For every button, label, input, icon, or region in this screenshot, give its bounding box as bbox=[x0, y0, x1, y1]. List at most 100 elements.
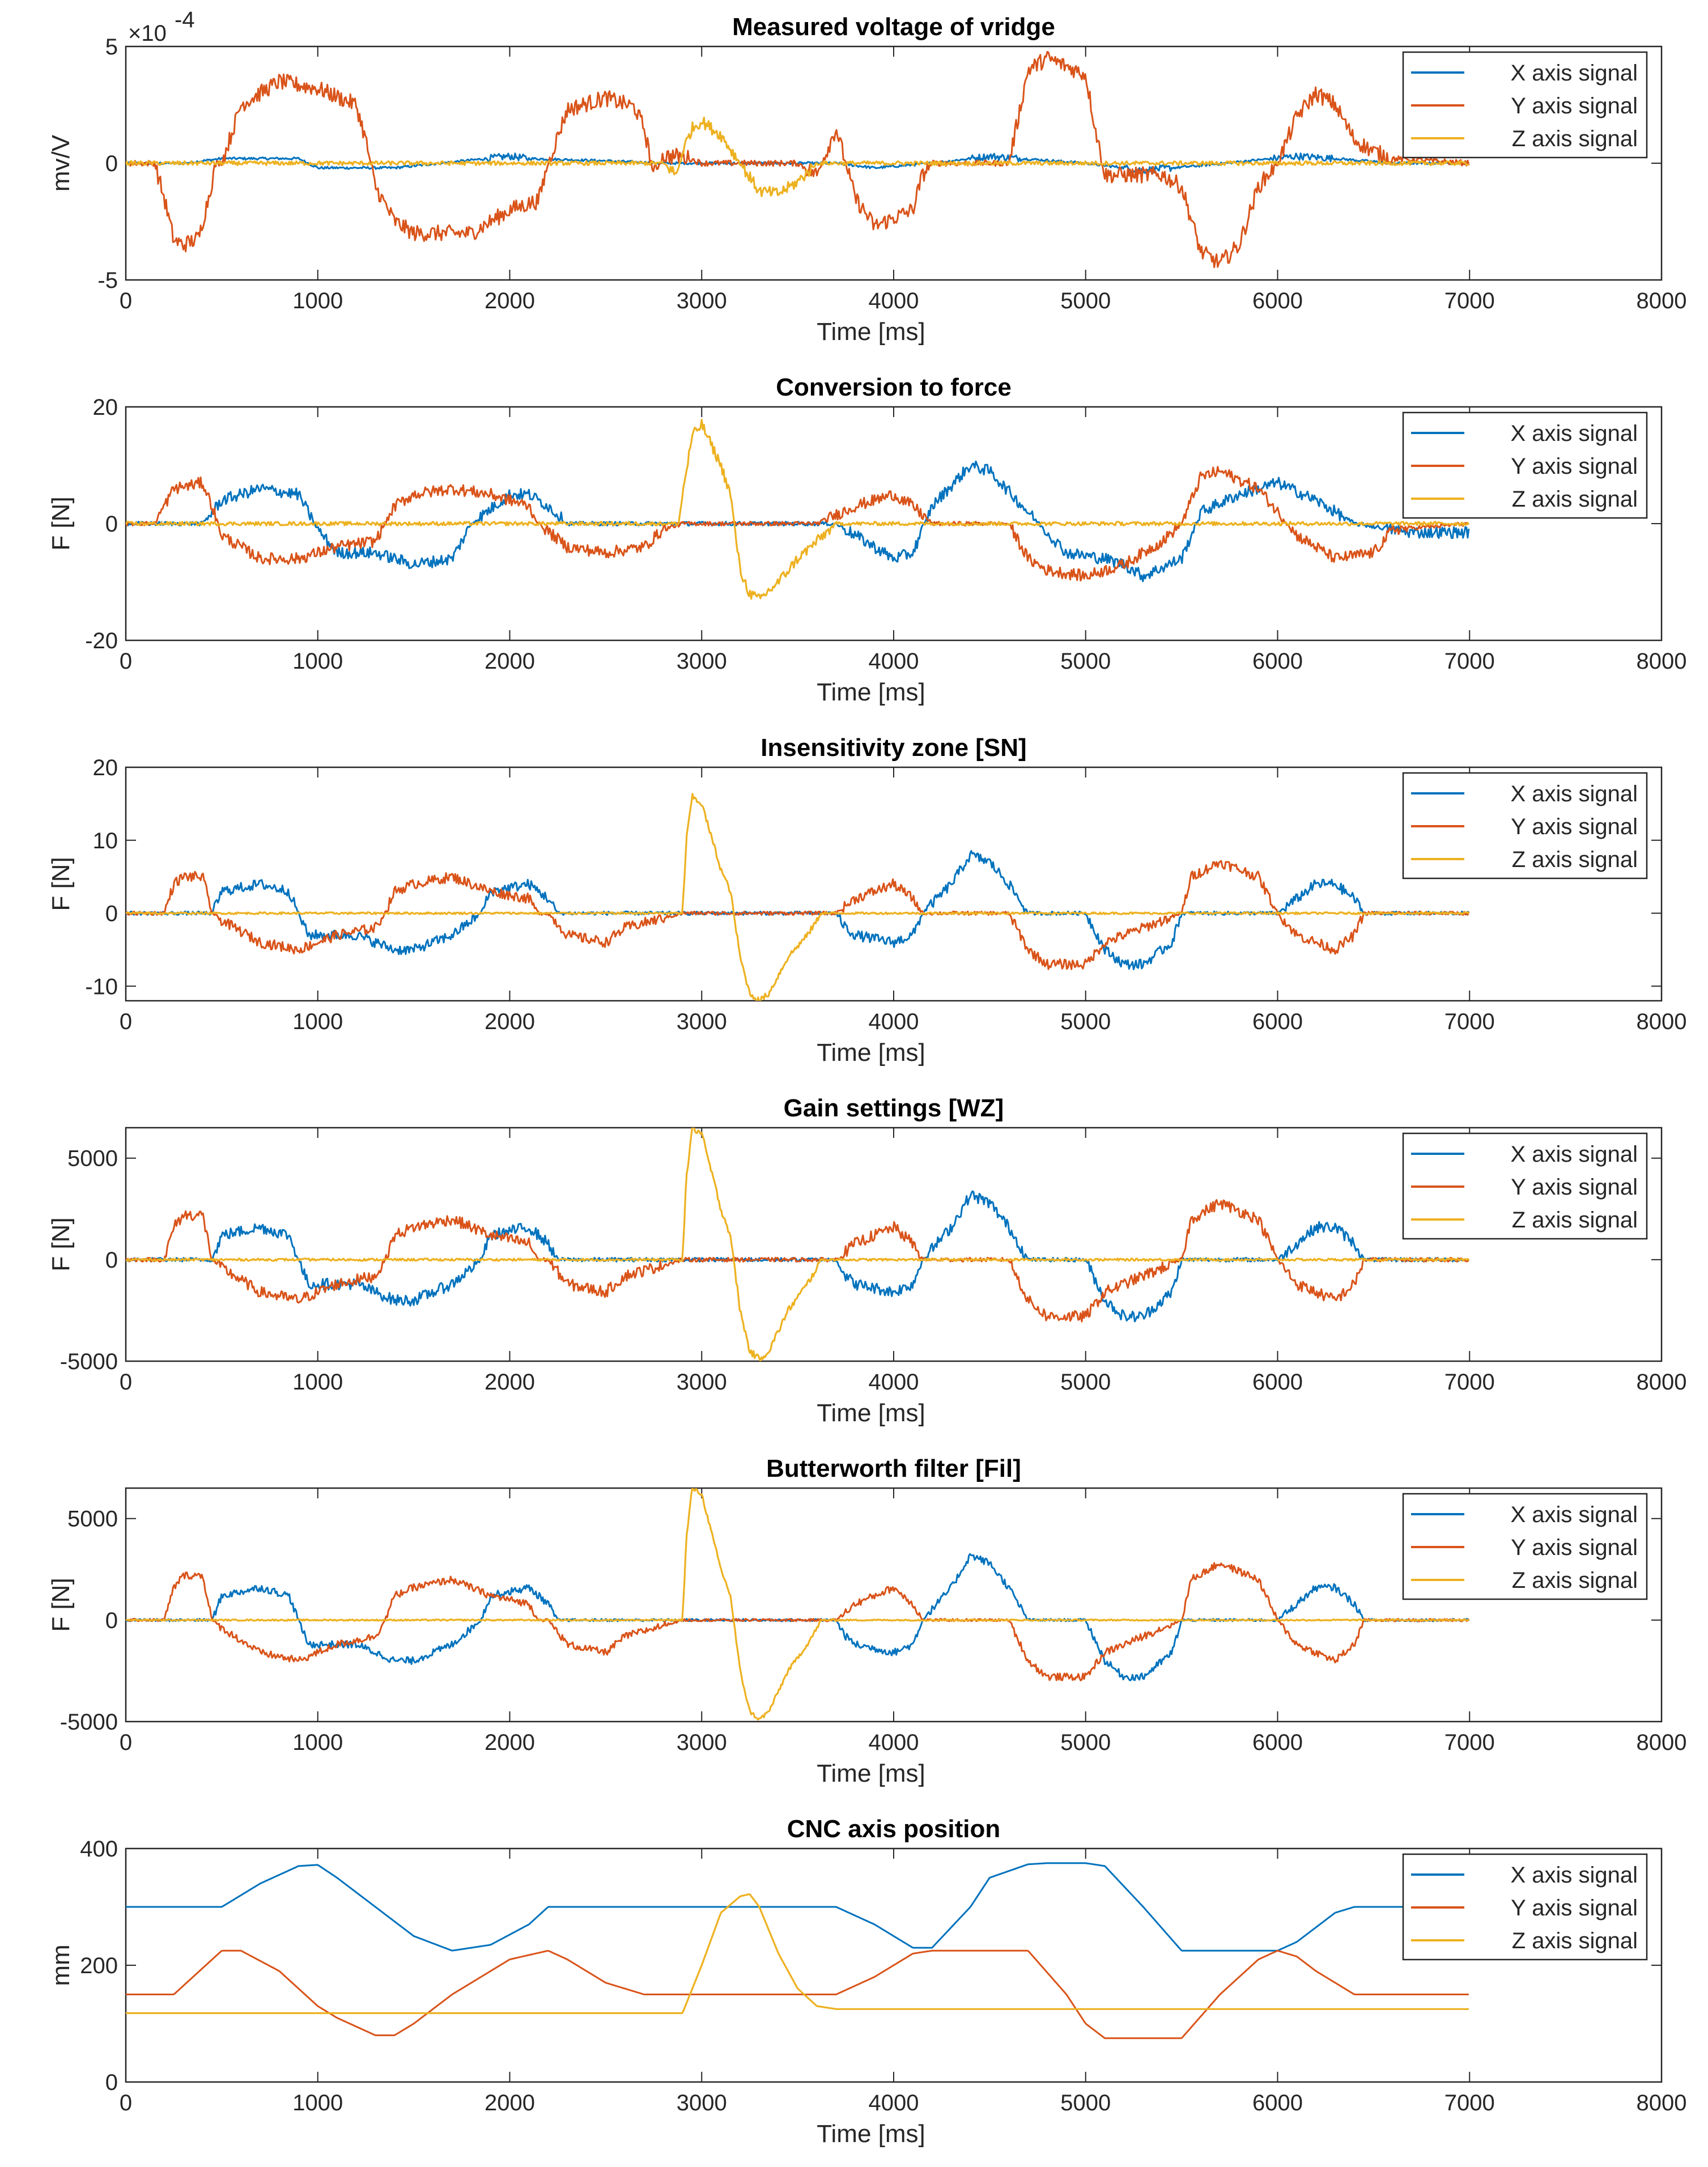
chart-panel-3: Insensitivity zone [SN] 0 1000 2000 3000 4000… bbox=[47, 734, 1686, 1066]
series-line-2 bbox=[126, 1199, 1470, 1323]
chart-title: Insensitivity zone [SN] bbox=[760, 734, 1026, 762]
legend-label: Y axis signal bbox=[1511, 1896, 1638, 1920]
legend-label: Z axis signal bbox=[1512, 1208, 1638, 1233]
x-tick-label: 4000 bbox=[869, 2090, 919, 2115]
legend-label: X axis signal bbox=[1510, 61, 1638, 86]
x-tick-label: 3000 bbox=[677, 288, 727, 313]
x-tick-label: 0 bbox=[120, 1009, 132, 1034]
y-tick-label: 400 bbox=[80, 1837, 118, 1862]
x-tick-label: 0 bbox=[120, 1370, 132, 1395]
series-lines bbox=[126, 1128, 1470, 1361]
y-axis-label: F [N] bbox=[47, 1217, 75, 1271]
x-tick-label: 8000 bbox=[1637, 288, 1687, 313]
x-axis-label: Time [ms] bbox=[817, 1399, 925, 1427]
y-axis-label: mv/V bbox=[47, 134, 75, 192]
y-tick-label: 5 bbox=[105, 35, 118, 60]
x-axis-label: Time [ms] bbox=[817, 678, 925, 706]
y-tick-label: 5000 bbox=[67, 1507, 118, 1532]
x-tick-label: 0 bbox=[120, 288, 132, 313]
x-axis-label: Time [ms] bbox=[817, 2120, 925, 2148]
x-tick-label: 6000 bbox=[1252, 1730, 1303, 1755]
chart-panel-4: Gain settings [WZ] 0 1000 2000 3000 4000 5000 6… bbox=[47, 1094, 1686, 1427]
x-tick-label: 2000 bbox=[485, 2090, 535, 2115]
x-tick-label: 7000 bbox=[1444, 1370, 1495, 1395]
x-tick-label: 8000 bbox=[1637, 1730, 1687, 1755]
x-tick-label: 7000 bbox=[1444, 649, 1495, 674]
legend: X axis signal Y axis signal Z axis signal bbox=[1402, 1493, 1648, 1600]
x-tick-label: 4000 bbox=[869, 649, 919, 674]
x-tick-label: 1000 bbox=[292, 649, 343, 674]
x-tick-label: 8000 bbox=[1637, 1009, 1687, 1034]
legend: X axis signal Y axis signal Z axis signal bbox=[1402, 51, 1648, 159]
y-axis-label: F [N] bbox=[47, 1578, 75, 1631]
y-tick-label: 0 bbox=[105, 151, 118, 176]
series-line-3 bbox=[126, 793, 1469, 1001]
x-tick-label: 1000 bbox=[292, 2090, 343, 2115]
x-axis-label: Time [ms] bbox=[817, 1039, 925, 1066]
x-tick-label: 2000 bbox=[485, 649, 535, 674]
x-tick-label: 4000 bbox=[869, 288, 919, 313]
chart-title: Measured voltage of vridge bbox=[732, 13, 1055, 41]
x-tick-label: 3000 bbox=[677, 649, 727, 674]
x-tick-label: 2000 bbox=[485, 288, 535, 313]
series-lines bbox=[126, 1862, 1469, 2039]
x-tick-label: 6000 bbox=[1252, 649, 1303, 674]
y-tick-label: 5000 bbox=[67, 1146, 118, 1171]
legend-label: X axis signal bbox=[1510, 1863, 1638, 1888]
y-tick-label: 0 bbox=[105, 1248, 118, 1273]
x-tick-label: 0 bbox=[120, 649, 132, 674]
legend-label: Z axis signal bbox=[1512, 126, 1638, 151]
legend: X axis signal Y axis signal Z axis signal bbox=[1402, 1853, 1648, 1961]
y-tick-label: -10 bbox=[85, 974, 118, 999]
x-tick-label: 1000 bbox=[292, 1009, 343, 1034]
y-tick-label: 20 bbox=[93, 395, 118, 420]
legend: X axis signal Y axis signal Z axis signal bbox=[1402, 1132, 1648, 1240]
x-tick-label: 8000 bbox=[1637, 1370, 1687, 1395]
series-line-2 bbox=[126, 51, 1470, 269]
y-axis-label: F [N] bbox=[47, 857, 75, 911]
series-line-3 bbox=[126, 1128, 1470, 1361]
series-line-3 bbox=[126, 1488, 1469, 1721]
x-tick-label: 0 bbox=[120, 2090, 132, 2115]
x-tick-label: 2000 bbox=[485, 1370, 535, 1395]
legend-label: Y axis signal bbox=[1511, 94, 1638, 118]
series-lines bbox=[126, 51, 1470, 269]
legend-label: Z axis signal bbox=[1512, 1568, 1638, 1593]
chart-panel-1: Measured voltage of vridge 0 1000 2000 3000 4… bbox=[47, 7, 1686, 346]
x-tick-label: 7000 bbox=[1444, 1730, 1495, 1755]
x-tick-label: 6000 bbox=[1252, 288, 1303, 313]
legend-label: Y axis signal bbox=[1511, 1175, 1638, 1200]
series-lines bbox=[126, 419, 1470, 600]
x-tick-label: 5000 bbox=[1060, 1009, 1111, 1034]
x-tick-label: 7000 bbox=[1444, 288, 1495, 313]
legend-label: Y axis signal bbox=[1511, 454, 1638, 479]
x-tick-label: 5000 bbox=[1060, 2090, 1111, 2115]
series-line-2 bbox=[126, 1562, 1470, 1681]
legend-label: Y axis signal bbox=[1511, 814, 1638, 839]
x-tick-label: 4000 bbox=[869, 1730, 919, 1755]
series-line-3 bbox=[126, 1893, 1469, 2015]
x-tick-label: 7000 bbox=[1444, 1009, 1495, 1034]
x-tick-label: 4000 bbox=[869, 1009, 919, 1034]
y-tick-label: 10 bbox=[93, 828, 118, 853]
x-tick-label: 2000 bbox=[485, 1730, 535, 1755]
legend: X axis signal Y axis signal Z axis signal bbox=[1402, 772, 1648, 879]
y-tick-label: -20 bbox=[85, 628, 118, 653]
y-tick-label: 20 bbox=[93, 755, 118, 780]
x-tick-label: 3000 bbox=[677, 2090, 727, 2115]
series-line-2 bbox=[126, 466, 1469, 582]
series-line-3 bbox=[126, 116, 1469, 197]
chart-title: CNC axis position bbox=[787, 1815, 1001, 1843]
series-line-3 bbox=[126, 419, 1470, 600]
y-tick-label: 0 bbox=[105, 2070, 118, 2095]
legend-label: Z axis signal bbox=[1512, 487, 1638, 512]
x-tick-label: 1000 bbox=[292, 1730, 343, 1755]
x-tick-label: 1000 bbox=[292, 288, 343, 313]
chart-title: Conversion to force bbox=[776, 373, 1012, 401]
x-tick-label: 6000 bbox=[1252, 2090, 1303, 2115]
legend-label: Z axis signal bbox=[1512, 1928, 1638, 1953]
x-tick-label: 5000 bbox=[1060, 1730, 1111, 1755]
series-line-2 bbox=[126, 1949, 1469, 2039]
x-tick-label: 6000 bbox=[1252, 1370, 1303, 1395]
